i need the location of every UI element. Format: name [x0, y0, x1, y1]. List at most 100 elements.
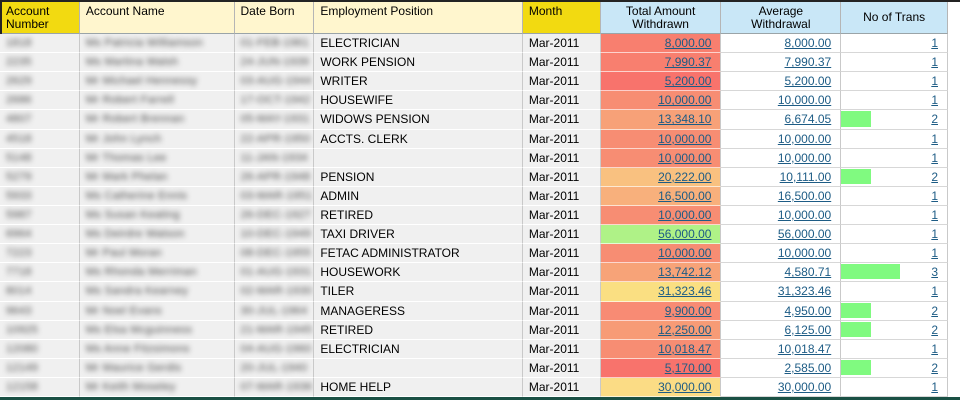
trans-count-link[interactable]: 1: [931, 188, 938, 203]
average-withdrawal-link[interactable]: 31,323.46: [777, 284, 832, 299]
column-header-account-number[interactable]: Account Number: [0, 2, 80, 34]
total-amount-link[interactable]: 10,018.47: [658, 341, 712, 356]
trans-count-link[interactable]: 1: [931, 246, 938, 261]
average-withdrawal-link[interactable]: 10,111.00: [779, 169, 832, 184]
trans-count-link[interactable]: 2: [931, 169, 938, 184]
cell-account-name: Mr Robert Brennan: [79, 110, 235, 130]
trans-count-link[interactable]: 1: [931, 131, 938, 146]
cell-month: Mar-2011: [522, 339, 601, 359]
cell-employment-position: ELECTRICIAN: [314, 339, 523, 359]
cell-total-amount-withdrawn: 8,000.00: [600, 34, 722, 54]
trans-count-link[interactable]: 1: [931, 208, 938, 223]
column-header-month[interactable]: Month: [522, 2, 601, 34]
trans-count-link[interactable]: 2: [931, 112, 938, 127]
total-amount-link[interactable]: 13,742.12: [658, 265, 712, 280]
average-withdrawal-link[interactable]: 4,950.00: [784, 303, 832, 318]
total-amount-link[interactable]: 10,000.00: [658, 246, 712, 261]
average-withdrawal-link[interactable]: 6,125.00: [784, 322, 832, 337]
total-amount-link[interactable]: 8,000.00: [664, 36, 712, 51]
average-withdrawal-link[interactable]: 6,674.05: [784, 112, 832, 127]
table-bottom-border: [0, 397, 960, 400]
cell-no-of-trans: 1: [841, 148, 948, 168]
average-withdrawal-link[interactable]: 10,000.00: [777, 246, 832, 261]
cell-total-amount-withdrawn: 10,000.00: [600, 205, 722, 226]
average-withdrawal-link[interactable]: 7,990.37: [784, 55, 832, 70]
cell-date-born: 10-DEC-1949: [234, 225, 315, 245]
total-amount-link[interactable]: 10,000.00: [658, 93, 712, 108]
blurred-date-born: 03-MAR-1951: [240, 189, 313, 202]
total-amount-link[interactable]: 16,500.00: [658, 188, 712, 203]
total-amount-link[interactable]: 10,000.00: [658, 208, 712, 223]
column-header-average-withdrawal[interactable]: Average Withdrawal: [721, 2, 842, 34]
trans-count-link[interactable]: 1: [931, 380, 938, 395]
total-amount-link[interactable]: 30,000.00: [658, 380, 712, 395]
cell-account-number: 1818: [0, 34, 80, 54]
blurred-account-number: 10925: [6, 323, 39, 336]
trans-count-link[interactable]: 1: [931, 93, 938, 108]
cell-account-number: 5933: [0, 186, 80, 206]
table-row: 5148 Mr Thomas Lee 11-JAN-1934 Mar-2011 …: [0, 148, 960, 168]
trans-count-link[interactable]: 1: [931, 227, 938, 242]
trans-count-link[interactable]: 1: [931, 150, 938, 165]
average-withdrawal-link[interactable]: 10,000.00: [777, 150, 832, 165]
cell-employment-position: RETIRED: [314, 205, 523, 226]
cell-account-name: Mr John Lynch: [79, 129, 235, 149]
cell-average-withdrawal: 10,018.47: [721, 339, 842, 359]
blurred-account-number: 12149: [6, 361, 39, 374]
average-withdrawal-link[interactable]: 8,000.00: [784, 36, 832, 51]
cell-date-born: 11-JAN-1934: [234, 148, 315, 168]
average-withdrawal-link[interactable]: 10,018.47: [777, 341, 832, 356]
column-header-date-born[interactable]: Date Born: [234, 2, 315, 34]
total-amount-link[interactable]: 5,170.00: [664, 360, 712, 375]
average-withdrawal-link[interactable]: 4,580.71: [784, 265, 832, 280]
average-withdrawal-link[interactable]: 2,585.00: [784, 360, 832, 375]
column-header-account-name[interactable]: Account Name: [79, 2, 235, 34]
cell-total-amount-withdrawn: 10,000.00: [600, 129, 722, 149]
blurred-account-number: 7718: [6, 266, 32, 279]
average-withdrawal-link[interactable]: 10,000.00: [777, 208, 832, 223]
total-amount-link[interactable]: 9,900.00: [664, 303, 712, 318]
cell-month: Mar-2011: [522, 301, 601, 321]
average-withdrawal-link[interactable]: 16,500.00: [777, 188, 832, 203]
trans-count-link[interactable]: 1: [931, 341, 938, 356]
average-withdrawal-link[interactable]: 30,000.00: [777, 380, 832, 395]
total-amount-link[interactable]: 10,000.00: [658, 131, 712, 146]
cell-account-number: 8014: [0, 282, 80, 302]
table-row: 2629 Mr Michael Hennessy 03-AUG-1944 WRI…: [0, 72, 960, 92]
blurred-account-name: Mr John Lynch: [85, 132, 162, 145]
column-header-employment-position[interactable]: Employment Position: [314, 2, 523, 34]
trans-count-link[interactable]: 1: [931, 55, 938, 70]
total-amount-link[interactable]: 13,348.10: [658, 112, 712, 127]
blurred-account-number: 9643: [6, 304, 32, 317]
average-withdrawal-link[interactable]: 10,000.00: [777, 93, 832, 108]
trans-count-link[interactable]: 2: [931, 322, 938, 337]
average-withdrawal-link[interactable]: 5,200.00: [784, 74, 832, 89]
trans-count-link[interactable]: 1: [931, 74, 938, 89]
trans-count-link[interactable]: 2: [931, 303, 938, 318]
column-header-total-amount-withdrawn[interactable]: Total Amount Withdrawn: [600, 2, 722, 34]
total-amount-link[interactable]: 5,200.00: [664, 74, 712, 89]
total-amount-link[interactable]: 12,250.00: [658, 322, 712, 337]
trans-count-link[interactable]: 3: [931, 265, 938, 280]
total-amount-link[interactable]: 7,990.37: [664, 55, 712, 70]
cell-total-amount-withdrawn: 16,500.00: [600, 186, 722, 206]
cell-employment-position: TILER: [314, 282, 523, 302]
trans-count-link[interactable]: 1: [931, 284, 938, 299]
blurred-date-born: 02-MAR-1930: [240, 285, 313, 298]
total-amount-link[interactable]: 10,000.00: [658, 150, 712, 165]
total-amount-link[interactable]: 56,000.00: [658, 227, 712, 242]
trans-count-link[interactable]: 2: [931, 360, 938, 375]
cell-account-number: 5279: [0, 167, 80, 187]
cell-employment-position: WIDOWS PENSION: [314, 110, 523, 130]
average-withdrawal-link[interactable]: 10,000.00: [777, 131, 832, 146]
average-withdrawal-link[interactable]: 56,000.00: [777, 227, 832, 242]
row-edge-spacer: [948, 377, 960, 398]
cell-month: Mar-2011: [522, 148, 601, 168]
cell-account-name: Mr Maurice Gerdis: [79, 358, 235, 378]
trans-count-link[interactable]: 1: [931, 36, 938, 51]
total-amount-link[interactable]: 31,323.46: [658, 284, 712, 299]
column-header-no-of-trans[interactable]: No of Trans: [841, 2, 949, 34]
cell-month: Mar-2011: [522, 358, 601, 378]
blurred-date-born: 07-MAR-1936: [240, 381, 313, 394]
total-amount-link[interactable]: 20,222.00: [658, 169, 712, 184]
